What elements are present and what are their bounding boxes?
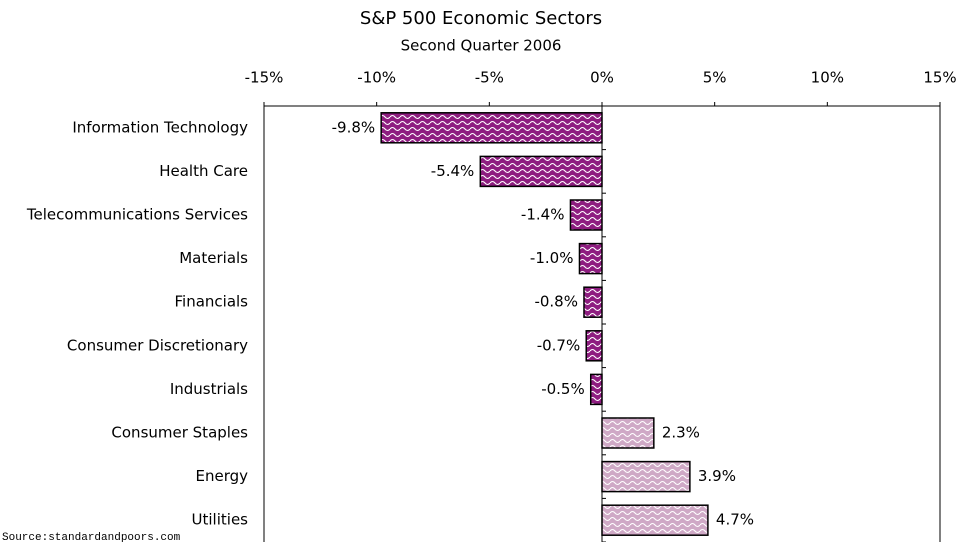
bar [380, 112, 603, 144]
y-tick-label: Energy [195, 467, 248, 485]
value-label: -1.0% [530, 249, 574, 267]
y-tick-label: Materials [179, 249, 248, 267]
value-label: -0.8% [534, 293, 578, 311]
y-tick-label: Consumer Discretionary [67, 336, 248, 354]
y-tick-label: Financials [175, 293, 249, 311]
x-tick-label: 10% [811, 69, 844, 87]
bar [601, 417, 655, 449]
bar [585, 330, 603, 362]
x-tick-label: 5% [703, 69, 727, 87]
value-label: -0.5% [541, 380, 585, 398]
bar [601, 504, 709, 536]
value-label: 2.3% [662, 424, 700, 442]
value-label: 3.9% [698, 467, 736, 485]
y-tick-label: Telecommunications Services [26, 206, 248, 224]
y-tick-label: Information Technology [72, 118, 248, 136]
source: Source:standardandpoors.com [2, 532, 181, 542]
bar [479, 155, 603, 188]
value-label: -1.4% [521, 206, 565, 224]
value-label: -0.7% [537, 336, 581, 354]
chart-title: S&P 500 Economic Sectors [360, 8, 602, 29]
x-tick-label: 15% [923, 69, 956, 87]
value-label: 4.7% [716, 511, 754, 529]
value-label: -5.4% [431, 162, 475, 180]
bar [578, 242, 603, 275]
chart-subtitle: Second Quarter 2006 [401, 37, 562, 55]
x-tick-label: -5% [475, 69, 504, 87]
bar [569, 199, 603, 231]
value-label: -9.8% [332, 118, 376, 136]
bar [589, 373, 603, 406]
y-tick-label: Consumer Staples [111, 424, 248, 442]
y-tick-label: Industrials [170, 380, 248, 398]
y-tick-label: Health Care [159, 162, 248, 180]
bar [583, 286, 603, 318]
x-tick-label: -10% [357, 69, 396, 87]
y-tick-label: Utilities [192, 511, 249, 529]
x-tick-label: -15% [245, 69, 284, 87]
bar [601, 460, 691, 493]
x-tick-label: 0% [590, 69, 614, 87]
